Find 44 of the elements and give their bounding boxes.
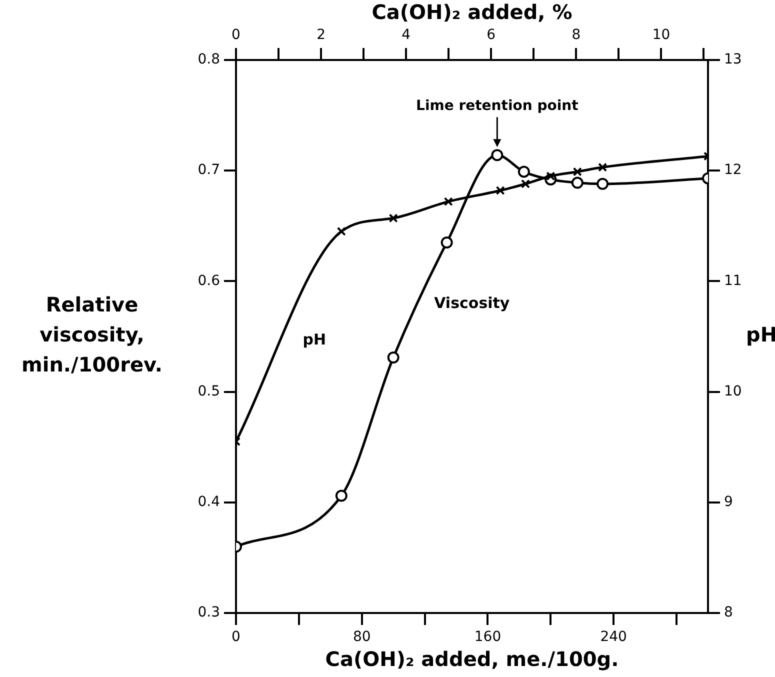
series-label: pH — [302, 330, 326, 348]
point — [387, 352, 400, 364]
y2-tick-label: 12 — [724, 162, 742, 178]
x2-tick-label: 10 — [652, 27, 670, 44]
y-axis-title: Relative viscosity, min./100rev. — [21, 292, 163, 377]
y2-tick-label: 11 — [724, 272, 742, 289]
point — [518, 166, 530, 178]
y2-tick-label: 8 — [724, 604, 733, 621]
annotation: Lime retention point — [416, 98, 579, 114]
x-tick-label: 0 — [232, 629, 240, 646]
point — [598, 162, 608, 172]
x2-tick-label: 0 — [232, 27, 240, 44]
y-tick-label: 0.5 — [198, 383, 220, 400]
x2-tick-label: 8 — [572, 27, 581, 44]
point — [444, 197, 453, 206]
point — [596, 178, 609, 190]
point — [336, 226, 346, 236]
x-tick-label: 80 — [352, 629, 371, 646]
y-tick-label: 0.8 — [198, 52, 220, 68]
point — [520, 179, 530, 188]
point — [440, 236, 453, 248]
point — [571, 176, 584, 189]
y2-tick-label: 9 — [724, 494, 733, 510]
y-tick-label: 0.3 — [198, 604, 220, 621]
x2-axis-title: Ca(OH)₂ added, % — [372, 0, 572, 24]
x-tick-label: 160 — [474, 629, 502, 646]
x-tick-label: 240 — [600, 629, 627, 646]
x2-tick-label: 6 — [486, 27, 496, 44]
point — [572, 167, 582, 176]
x-axis-title: Ca(OH)₂ added, me./100g. — [325, 647, 619, 672]
point — [546, 172, 556, 181]
x2-tick-label: 4 — [402, 27, 411, 44]
y-tick-label: 0.4 — [198, 494, 220, 510]
point — [388, 214, 398, 223]
y2-axis-title: pH — [746, 322, 775, 347]
x2-tick-label: 2 — [316, 27, 326, 44]
point — [335, 490, 348, 502]
series-label: Viscosity — [434, 294, 510, 312]
point — [496, 186, 505, 196]
y2-tick-label: 10 — [724, 383, 742, 400]
y2-tick-label: 13 — [724, 52, 742, 68]
y-tick-label: 0.6 — [198, 272, 220, 289]
point — [491, 149, 504, 162]
y-tick-label: 0.7 — [198, 162, 220, 178]
